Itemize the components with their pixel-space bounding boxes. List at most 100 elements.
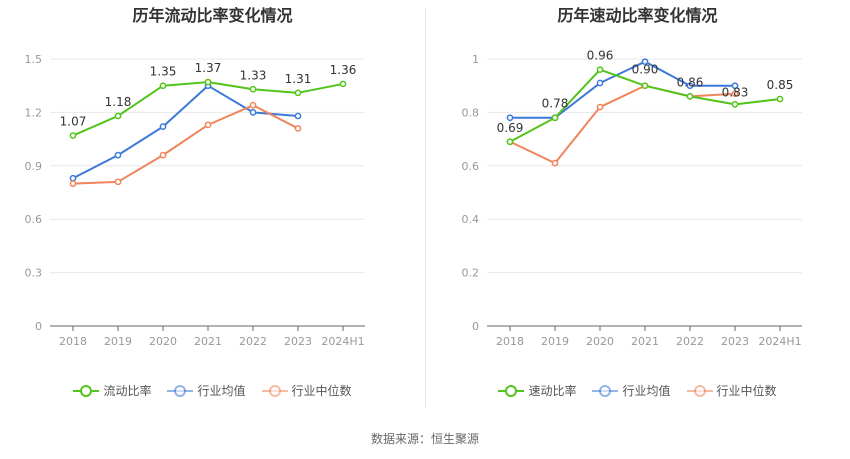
data-point xyxy=(294,112,302,120)
data-point xyxy=(551,159,559,167)
data-label: 1.36 xyxy=(330,63,357,77)
x-tick-label: 2023 xyxy=(284,335,312,348)
data-point xyxy=(686,93,694,100)
data-point xyxy=(249,85,257,93)
series-line xyxy=(72,84,299,180)
chart-legend: 速动比率 行业均值 行业中位数 xyxy=(425,382,850,399)
data-label: 0.96 xyxy=(587,49,614,63)
data-point xyxy=(731,90,739,98)
y-tick-label: 0 xyxy=(472,320,479,333)
legend-item[interactable]: 行业均值 xyxy=(592,382,671,399)
legend-item[interactable]: 行业中位数 xyxy=(686,382,777,399)
data-point xyxy=(249,101,257,109)
x-tick-label: 2023 xyxy=(721,335,749,348)
x-tick-label: 2019 xyxy=(541,335,569,348)
legend-item[interactable]: 流动比率 xyxy=(73,382,151,399)
legend-marker-icon xyxy=(261,385,288,397)
data-label: 0.85 xyxy=(767,78,794,92)
data-label: 0.83 xyxy=(722,85,749,99)
data-label: 1.35 xyxy=(150,65,177,79)
data-label: 1.18 xyxy=(105,95,132,109)
x-tick-label: 2024H1 xyxy=(758,335,801,348)
data-point xyxy=(114,178,122,186)
data-point xyxy=(551,114,559,122)
quick-ratio-chart-panel: 历年速动比率变化情况 0 0.2 0.4 0.6 0.8 1 2018 2019 2020 202… xyxy=(425,0,850,410)
data-point xyxy=(294,89,302,97)
data-point xyxy=(204,121,212,129)
legend-label: 速动比率 xyxy=(528,384,577,398)
x-tick-label: 2021 xyxy=(631,335,659,348)
legend-label: 行业均值 xyxy=(197,384,246,398)
series-line xyxy=(72,104,299,185)
y-tick-label: 0.2 xyxy=(462,267,480,280)
data-point xyxy=(159,151,167,159)
data-point xyxy=(114,151,122,159)
data-point xyxy=(159,82,167,90)
x-tick-label: 2018 xyxy=(496,335,524,348)
legend-label: 行业均值 xyxy=(622,384,671,398)
chart-title: 历年流动比率变化情况 xyxy=(132,6,293,25)
data-label: 1.07 xyxy=(60,115,87,129)
data-point xyxy=(506,138,514,146)
legend-marker-icon xyxy=(686,385,713,397)
data-label: 0.86 xyxy=(677,75,704,89)
data-point xyxy=(506,114,514,122)
y-tick-label: 1.5 xyxy=(25,53,43,66)
data-point xyxy=(641,58,649,66)
data-label: 0.78 xyxy=(542,97,569,111)
data-label: 0.90 xyxy=(632,63,659,77)
legend-marker-icon xyxy=(592,385,619,397)
y-tick-label: 0.9 xyxy=(25,160,43,173)
data-point xyxy=(204,78,212,86)
legend-label: 行业中位数 xyxy=(291,384,352,398)
series-line xyxy=(510,60,735,119)
legend-marker-icon xyxy=(167,385,194,397)
chart-title: 历年速动比率变化情况 xyxy=(557,6,718,25)
y-tick-label: 0.6 xyxy=(462,160,480,173)
y-tick-label: 0.6 xyxy=(25,213,43,226)
legend-marker-icon xyxy=(73,385,100,397)
y-tick-label: 1 xyxy=(472,53,479,66)
x-tick-label: 2020 xyxy=(586,335,614,348)
legend-item[interactable]: 行业中位数 xyxy=(261,382,352,399)
data-point xyxy=(294,125,302,132)
current-ratio-chart-panel: 历年流动比率变化情况 0 0.3 0.6 0.9 1.2 1.5 2018 2019 2020 2… xyxy=(0,0,425,410)
data-point xyxy=(339,80,347,88)
y-tick-label: 1.2 xyxy=(25,106,43,119)
quick-ratio-chart: 0 0.2 0.4 0.6 0.8 1 2018 2019 2020 2021 2022 2023 20… xyxy=(462,49,802,348)
legend-label: 行业中位数 xyxy=(716,384,777,398)
data-label: 1.33 xyxy=(240,68,267,82)
x-tick-label: 2018 xyxy=(59,335,87,348)
data-point xyxy=(69,180,77,187)
data-point xyxy=(731,82,739,90)
data-point xyxy=(641,82,649,90)
legend-marker-icon xyxy=(498,385,525,397)
x-tick-label: 2022 xyxy=(676,335,704,348)
data-point xyxy=(776,95,784,103)
x-tick-label: 2024H1 xyxy=(321,335,364,348)
data-point xyxy=(159,123,167,130)
data-point xyxy=(114,112,122,120)
data-point xyxy=(686,82,694,90)
legend-label: 流动比率 xyxy=(103,384,152,398)
data-point xyxy=(596,103,604,111)
data-point xyxy=(731,101,739,108)
chart-legend: 流动比率 行业均值 行业中位数 xyxy=(0,382,425,399)
data-point xyxy=(596,79,604,87)
data-point xyxy=(69,174,77,182)
legend-item[interactable]: 行业均值 xyxy=(167,382,246,399)
y-tick-label: 0 xyxy=(35,320,42,333)
x-tick-label: 2019 xyxy=(104,335,132,348)
data-label: 1.37 xyxy=(195,61,222,75)
panel-divider xyxy=(425,8,426,408)
data-source-note: 数据来源：恒生聚源 xyxy=(370,432,479,446)
legend-item[interactable]: 速动比率 xyxy=(498,382,576,399)
current-ratio-chart: 0 0.3 0.6 0.9 1.2 1.5 2018 2019 2020 2021 2022 2023… xyxy=(25,53,365,348)
x-tick-label: 2021 xyxy=(194,335,222,348)
y-tick-label: 0.3 xyxy=(25,267,43,280)
data-point xyxy=(249,109,257,116)
y-tick-label: 0.4 xyxy=(462,213,480,226)
x-tick-label: 2022 xyxy=(239,335,267,348)
data-label: 0.69 xyxy=(497,121,524,135)
y-tick-label: 0.8 xyxy=(462,106,480,119)
